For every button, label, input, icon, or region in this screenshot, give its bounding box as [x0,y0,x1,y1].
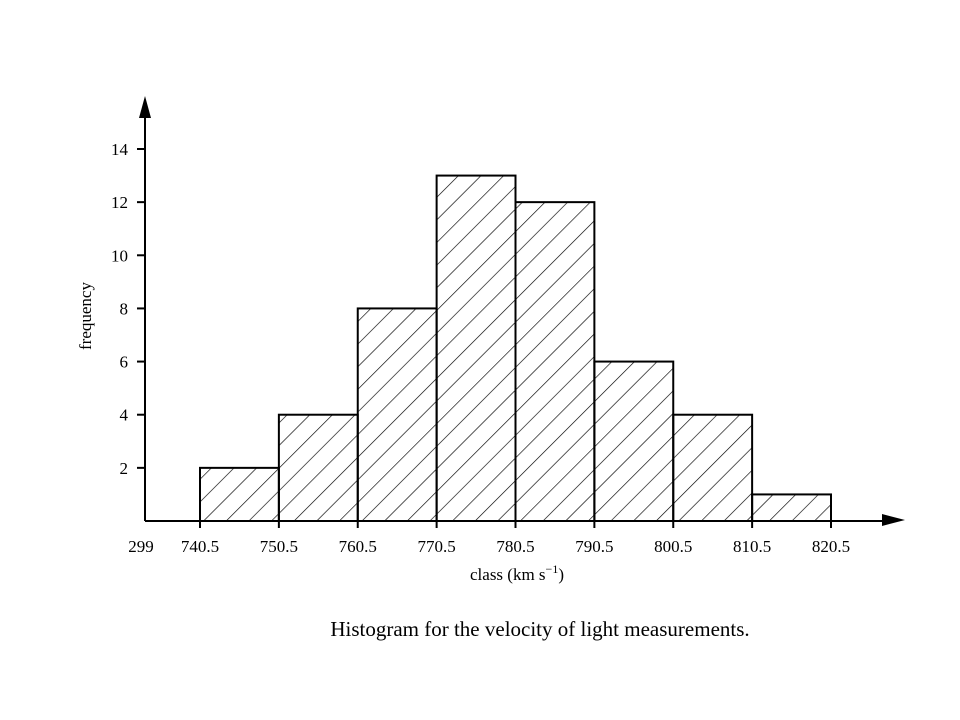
x-tick-label: 820.5 [812,537,850,556]
x-axis-break-label: 299 [128,537,154,556]
y-axis-arrow [139,96,151,118]
chart-caption: Histogram for the velocity of light meas… [330,617,749,641]
x-axis-arrow [882,514,905,526]
x-tick-label: 750.5 [260,537,298,556]
x-tick-label: 800.5 [654,537,692,556]
y-tick-label: 2 [120,459,129,478]
histogram-bar [751,493,832,522]
y-tick-label: 6 [120,353,129,372]
y-tick-label: 12 [111,193,128,212]
x-axis-title-suffix: ) [558,565,564,584]
histogram-bar [593,360,675,523]
histogram-bar [435,174,517,522]
y-ticks: 2 4 6 8 10 12 14 [111,140,145,478]
y-tick-label: 8 [120,299,129,318]
x-axis-title-main: class (km s [470,565,546,584]
bars-layer [199,174,832,523]
x-tick-label: 760.5 [339,537,377,556]
x-axis-title-exponent: −1 [546,562,559,576]
x-tick-label: 770.5 [418,537,456,556]
x-tick-label: 810.5 [733,537,771,556]
x-tick-label: 780.5 [496,537,534,556]
histogram-bar [514,201,596,522]
histogram-bar [672,413,754,523]
x-tick-label: 790.5 [575,537,613,556]
histogram-bar [356,307,438,522]
x-ticks: 740.5 750.5 760.5 770.5 780.5 790.5 800.5 810.5… [181,521,850,556]
histogram-bar [199,466,280,523]
x-axis-title: class (km s−1) [470,562,564,584]
y-tick-label: 14 [111,140,129,159]
y-axis-title: frequency [76,282,95,350]
x-tick-label: 740.5 [181,537,219,556]
histogram-bar [277,413,359,523]
y-tick-label: 10 [111,246,128,265]
y-tick-label: 4 [120,406,129,425]
